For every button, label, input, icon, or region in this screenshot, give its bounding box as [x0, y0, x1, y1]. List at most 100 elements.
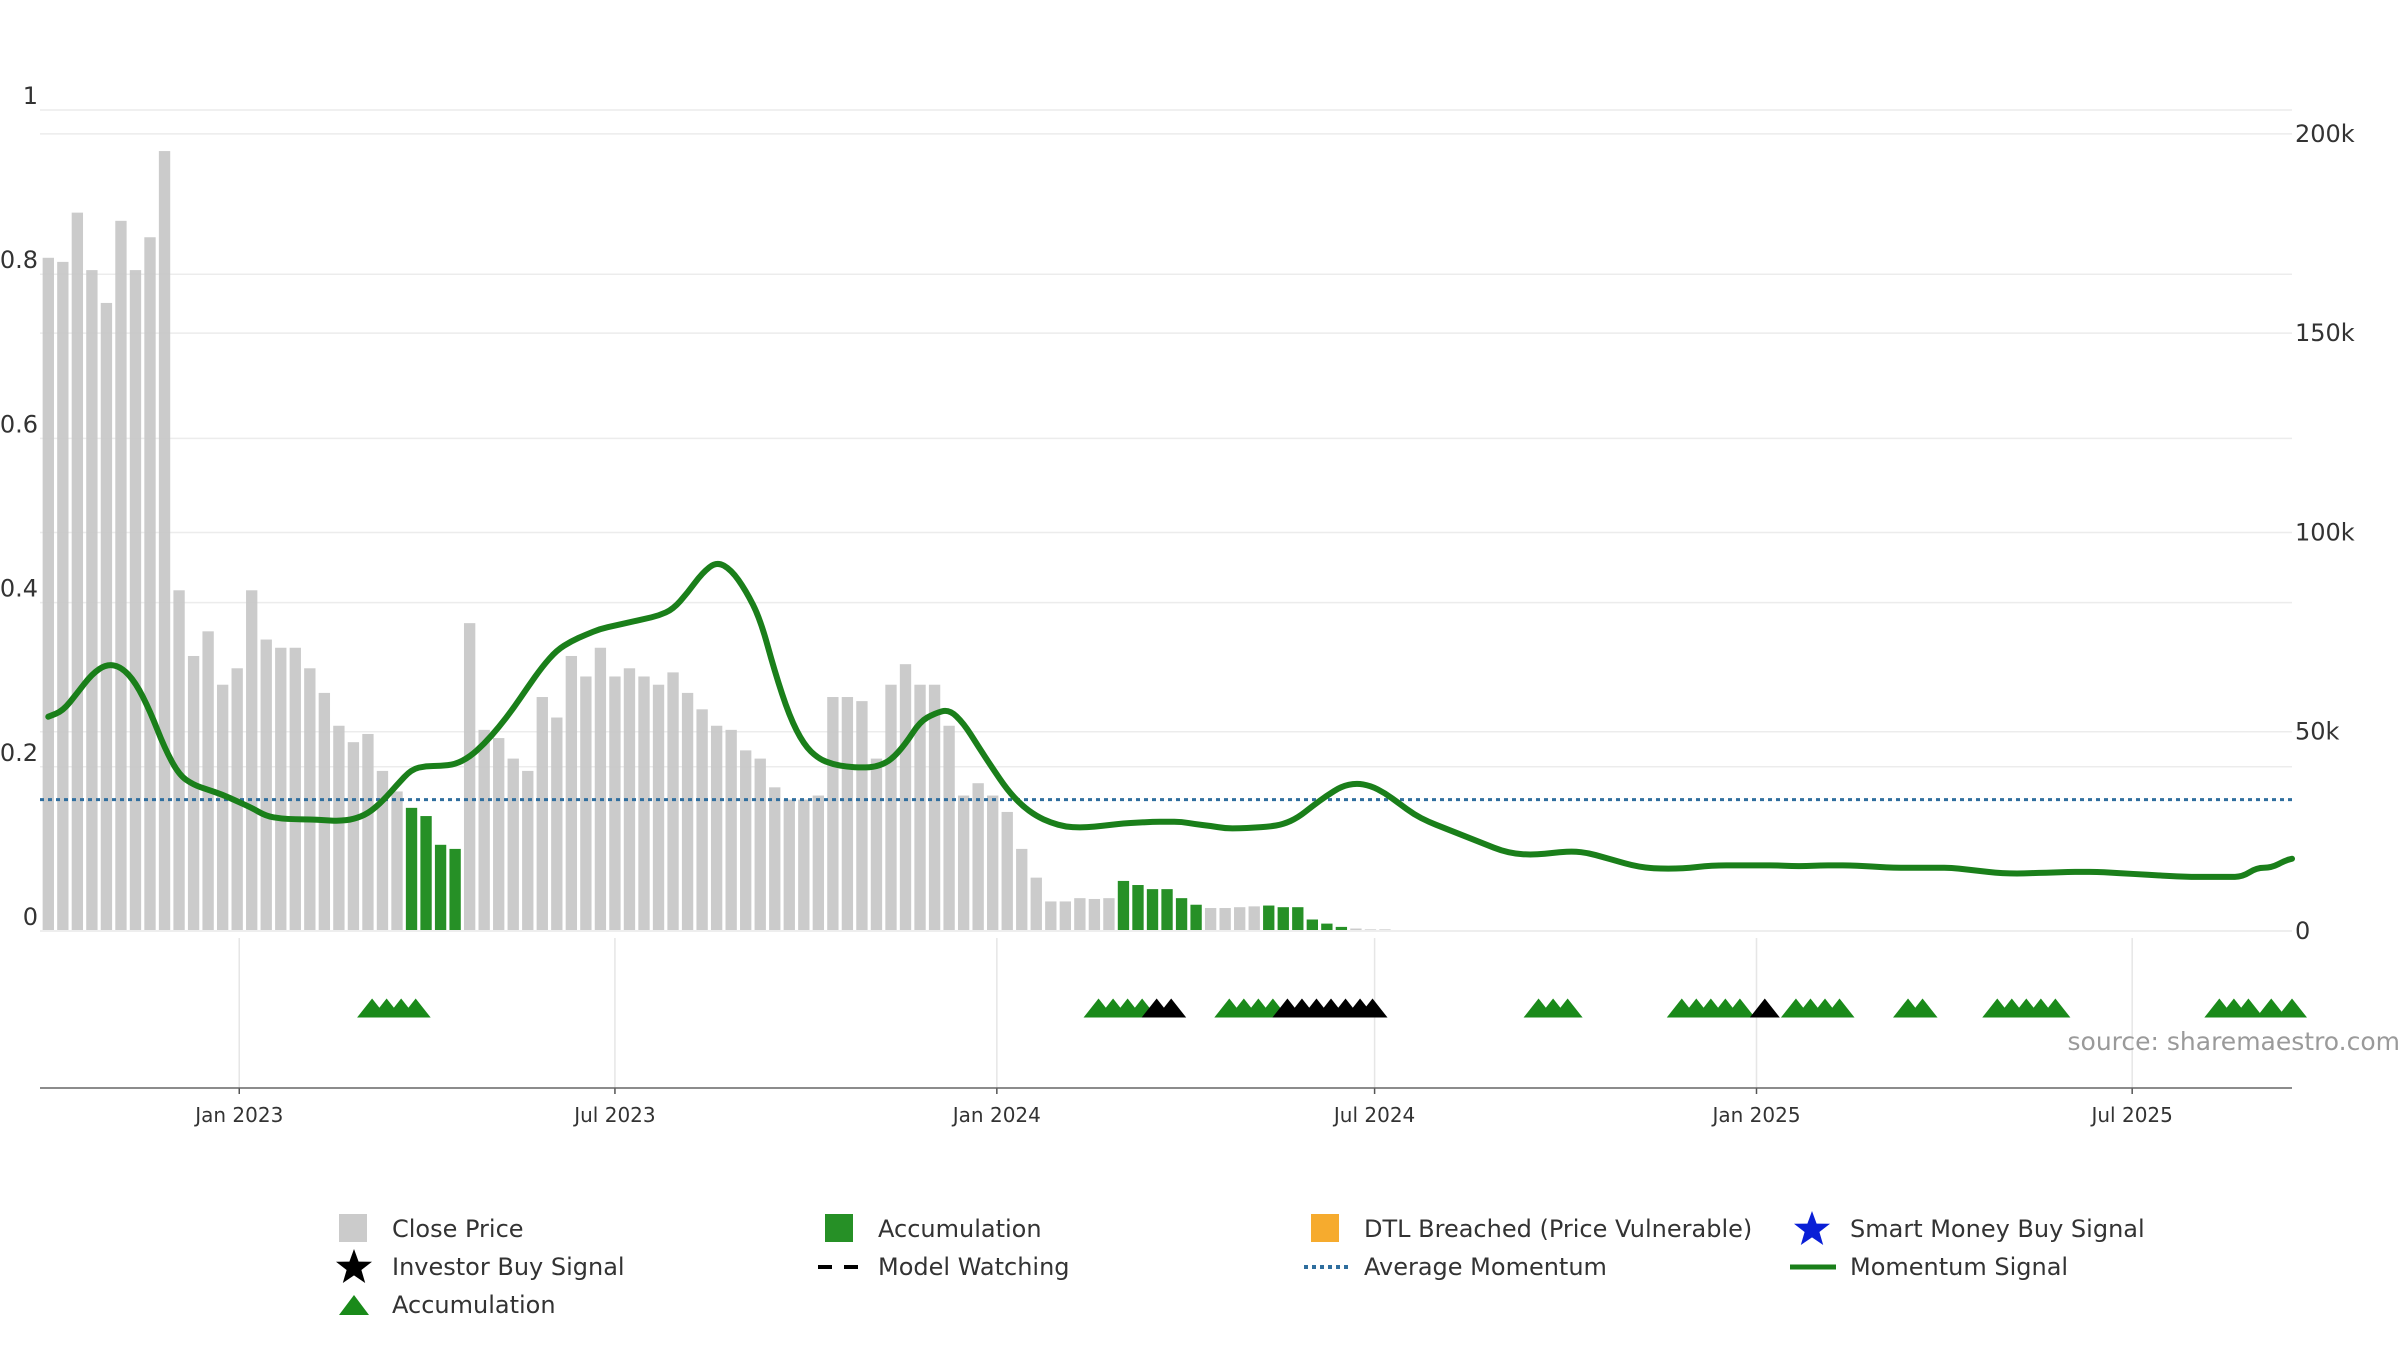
close-price-bar	[86, 270, 98, 932]
close-price-bar	[318, 692, 331, 931]
left-axis-tick-labels: 0 0.2 0.4 0.6 0.8 1	[0, 82, 38, 931]
legend-label: Accumulation	[878, 1215, 1042, 1243]
left-tick-label: 0.6	[0, 410, 38, 438]
close-price-bar	[173, 590, 185, 931]
close-price-bar	[841, 697, 854, 931]
close-price-bar	[798, 799, 810, 931]
x-tick-label: Jan 2023	[193, 1103, 283, 1127]
close-price-bar	[885, 684, 897, 931]
close-price-bar	[216, 684, 229, 931]
legend-label: Model Watching	[878, 1253, 1070, 1281]
close-price-bar	[507, 758, 519, 931]
close-price-bar	[71, 212, 84, 931]
close-price-bar	[987, 795, 999, 931]
legend-item-dtl-breached: DTL Breached (Price Vulnerable)	[1302, 1210, 1752, 1248]
close-price-bar	[710, 725, 723, 931]
close-price-bar	[129, 270, 142, 932]
close-price-bar	[1219, 908, 1231, 931]
momentum-signal-line	[45, 560, 2295, 880]
right-tick-label: 0	[2295, 917, 2310, 945]
accumulation-bar	[1321, 923, 1333, 931]
right-axis-tick-labels: 0 50k 100k 150k 200k	[2295, 120, 2355, 945]
accumulation-bar	[405, 807, 418, 931]
accumulation-bar	[449, 848, 461, 931]
legend-label: Investor Buy Signal	[392, 1253, 625, 1281]
close-price-bar	[376, 770, 389, 931]
accumulation-marker	[1907, 998, 1938, 1018]
axes	[40, 930, 2292, 1089]
close-price-bar	[551, 717, 563, 931]
close-price-bar	[609, 676, 621, 931]
right-tick-label: 100k	[2295, 518, 2355, 546]
close-price-bar	[856, 701, 868, 931]
accumulation-bar	[1335, 926, 1348, 931]
close-price-bar	[158, 151, 171, 932]
accumulation-bar	[1277, 907, 1289, 931]
legend: Close Price Accumulation DTL Breached (Pri…	[330, 1210, 2230, 1340]
legend-swatch-smart-money	[1788, 1210, 1836, 1248]
legend-swatch-accumulation-triangle	[330, 1286, 378, 1324]
close-price-bar	[652, 684, 665, 931]
close-price-bar	[522, 770, 534, 931]
investor-buy-marker	[1156, 998, 1187, 1018]
close-price-bar	[623, 668, 636, 931]
accumulation-marker	[2277, 998, 2307, 1018]
accumulation-bar	[1263, 905, 1275, 931]
accumulation-bar	[1306, 919, 1318, 931]
close-price-bar	[493, 738, 505, 931]
accumulation-bar	[420, 816, 432, 931]
close-price-bar	[1074, 898, 1086, 931]
legend-swatch-momentum-signal	[1788, 1248, 1836, 1286]
close-price-bar	[478, 729, 490, 931]
close-price-bar	[638, 676, 650, 931]
legend-item-model-watching: Model Watching	[816, 1248, 1070, 1286]
x-tick-label: Jan 2024	[951, 1103, 1041, 1127]
close-price-bar	[1350, 928, 1362, 931]
close-price-bar	[1234, 907, 1246, 931]
close-price-bar	[1204, 908, 1217, 931]
legend-label: Close Price	[392, 1215, 524, 1243]
left-tick-label: 0.4	[0, 575, 38, 603]
close-price-bar	[260, 639, 272, 931]
legend-label: Average Momentum	[1364, 1253, 1607, 1281]
close-price-bar	[740, 750, 752, 931]
close-price-bar	[696, 709, 708, 931]
accumulation-marker	[1824, 998, 1855, 1018]
close-price-bar	[289, 647, 301, 931]
legend-swatch-close-price	[330, 1210, 378, 1248]
close-price-bar	[391, 791, 403, 931]
close-price-bar	[57, 261, 69, 931]
legend-item-accumulation-triangle: Accumulation	[330, 1286, 556, 1324]
legend-label: Smart Money Buy Signal	[1850, 1215, 2145, 1243]
accumulation-marker	[2256, 998, 2287, 1018]
legend-item-smart-money: Smart Money Buy Signal	[1788, 1210, 2145, 1248]
close-price-bar	[754, 758, 766, 931]
investor-buy-marker	[1749, 998, 1780, 1018]
signal-markers	[357, 998, 2307, 1018]
legend-item-momentum-signal: Momentum Signal	[1788, 1248, 2068, 1286]
legend-swatch-dtl-breached	[1302, 1210, 1350, 1248]
legend-swatch-average-momentum	[1302, 1248, 1350, 1286]
legend-label: Accumulation	[392, 1291, 556, 1319]
legend-label: Momentum Signal	[1850, 1253, 2069, 1281]
close-price-bar	[565, 655, 578, 931]
close-price-bar	[914, 684, 926, 931]
close-price-bar	[1045, 901, 1057, 931]
close-price-bar	[681, 692, 694, 931]
close-price-bar	[536, 697, 548, 931]
right-tick-label: 200k	[2295, 120, 2355, 148]
close-price-bar	[100, 302, 113, 931]
close-price-bar	[580, 676, 592, 931]
close-price-bar	[594, 647, 607, 931]
close-price-bar	[347, 742, 360, 931]
close-price-bar	[187, 655, 200, 931]
right-tick-label: 50k	[2295, 718, 2340, 746]
accumulation-marker	[1724, 998, 1755, 1018]
investor-buy-marker	[1357, 998, 1388, 1018]
close-price-bar	[1030, 877, 1042, 931]
left-tick-label: 0	[23, 903, 38, 931]
close-price-bar	[957, 795, 970, 931]
close-price-bar	[1059, 901, 1072, 931]
close-price-bar	[115, 220, 127, 931]
